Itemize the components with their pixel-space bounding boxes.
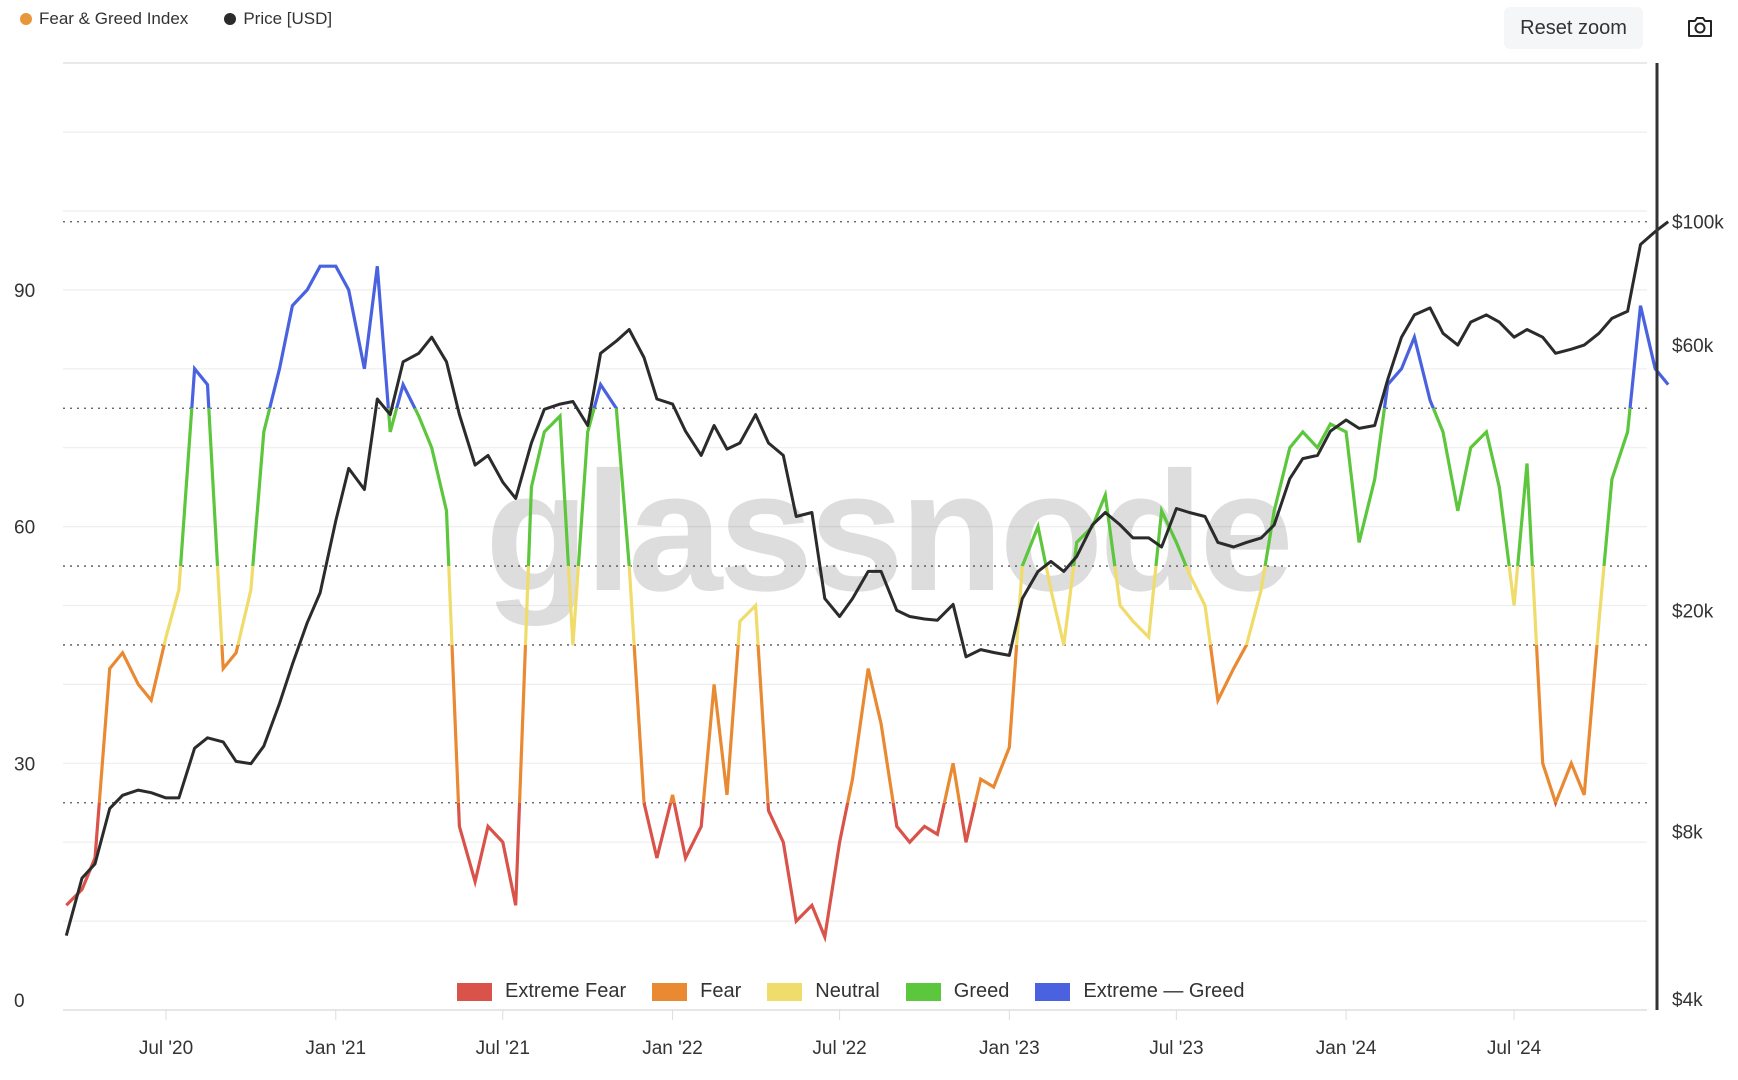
band-swatch-icon [457, 982, 492, 1001]
series-legend: Fear & Greed Index Price [USD] [20, 9, 332, 29]
band-legend-label: Extreme Fear [505, 980, 627, 1002]
y-left-tick-label: 0 [14, 991, 25, 1012]
legend-label: Price [USD] [243, 9, 333, 28]
x-tick-label: Jul '20 [139, 1038, 193, 1059]
band-legend-item[interactable]: Fear [652, 980, 741, 1003]
x-tick-label: Jan '23 [979, 1038, 1040, 1059]
y-right-tick-label: $4k [1672, 990, 1703, 1011]
band-swatch-icon [1035, 982, 1071, 1001]
legend-item-fear-greed[interactable]: Fear & Greed Index [20, 9, 188, 29]
legend-label: Fear & Greed Index [39, 9, 189, 28]
band-legend-label: Extreme — Greed [1083, 980, 1245, 1002]
x-tick-label: Jan '22 [642, 1038, 703, 1059]
price-series-line [64, 220, 1670, 936]
y-right-tick-label: $100k [1672, 213, 1724, 234]
legend-item-price[interactable]: Price [USD] [224, 9, 332, 29]
band-legend-item[interactable]: Greed [905, 980, 1010, 1003]
y-right-tick-label: $8k [1672, 823, 1703, 844]
y-right-tick-label: $20k [1672, 601, 1714, 622]
band-legend-item[interactable]: Extreme Fear [457, 980, 626, 1003]
band-legend-item[interactable]: Extreme — Greed [1035, 980, 1245, 1003]
y-left-tick-label: 60 [14, 518, 35, 539]
x-tick-label: Jan '21 [305, 1038, 366, 1059]
fear-greed-line-fear [97, 644, 1599, 803]
fear-greed-series [65, 264, 1670, 943]
y-left-tick-label: 90 [14, 281, 35, 302]
gridlines [63, 62, 1647, 922]
band-swatch-icon [767, 982, 803, 1001]
camera-icon[interactable] [1686, 14, 1714, 40]
band-swatch-icon [905, 982, 941, 1001]
band-legend: Extreme Fear Fear Neutral Greed Extreme — Gr… [457, 980, 1245, 1003]
y-left-tick-label: 30 [14, 754, 35, 775]
right-y-axis: $4k $8k $20k $60k $100k [1672, 213, 1724, 1011]
band-swatch-icon [652, 982, 688, 1001]
band-legend-label: Fear [700, 980, 742, 1002]
fear-greed-line-extreme-greed [190, 264, 1670, 409]
x-tick-label: Jul '24 [1487, 1038, 1542, 1059]
x-tick-label: Jul '22 [812, 1038, 866, 1059]
watermark-logo: glassnode [485, 437, 1290, 627]
band-legend-label: Greed [953, 980, 1010, 1002]
x-tick-label: Jan '24 [1316, 1038, 1377, 1059]
legend-dot-icon [224, 13, 237, 25]
left-y-axis: 0 30 60 90 [14, 281, 35, 1012]
y-right-tick-label: $60k [1672, 336, 1714, 357]
band-legend-label: Neutral [815, 980, 880, 1002]
band-legend-item[interactable]: Neutral [767, 980, 880, 1003]
x-tick-label: Jul '21 [476, 1038, 530, 1059]
x-tick-label: Jul '23 [1149, 1038, 1203, 1059]
threshold-lines [63, 221, 1647, 804]
reset-zoom-button[interactable]: Reset zoom [1504, 7, 1643, 49]
x-axis: Jul '20 Jan '21 Jul '21 Jan '22 Jul '22 Jan '… [139, 1010, 1542, 1059]
legend-dot-icon [20, 13, 32, 25]
